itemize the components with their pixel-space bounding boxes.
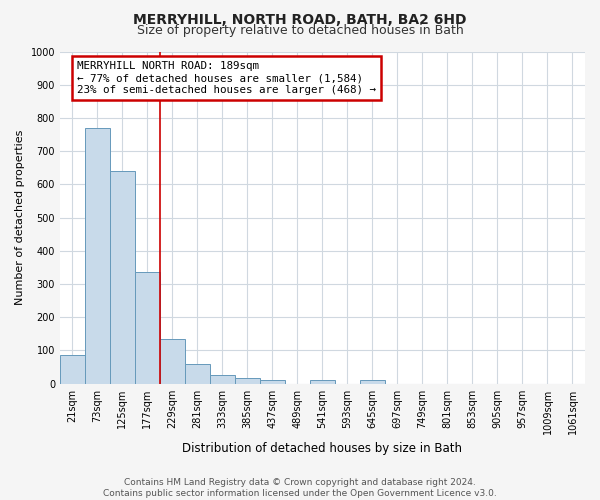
Bar [60, 356, 85, 384]
Bar [135, 272, 160, 384]
Bar [110, 171, 135, 384]
Y-axis label: Number of detached properties: Number of detached properties [15, 130, 25, 305]
Text: MERRYHILL NORTH ROAD: 189sqm
← 77% of detached houses are smaller (1,584)
23% of: MERRYHILL NORTH ROAD: 189sqm ← 77% of de… [77, 62, 376, 94]
Bar [235, 378, 260, 384]
Bar [310, 380, 335, 384]
Bar [260, 380, 285, 384]
Bar [160, 338, 185, 384]
Bar [360, 380, 385, 384]
X-axis label: Distribution of detached houses by size in Bath: Distribution of detached houses by size … [182, 442, 463, 455]
Text: MERRYHILL, NORTH ROAD, BATH, BA2 6HD: MERRYHILL, NORTH ROAD, BATH, BA2 6HD [133, 12, 467, 26]
Text: Contains HM Land Registry data © Crown copyright and database right 2024.
Contai: Contains HM Land Registry data © Crown c… [103, 478, 497, 498]
Bar [210, 376, 235, 384]
Text: Size of property relative to detached houses in Bath: Size of property relative to detached ho… [137, 24, 463, 37]
Bar [185, 364, 210, 384]
Bar [85, 128, 110, 384]
